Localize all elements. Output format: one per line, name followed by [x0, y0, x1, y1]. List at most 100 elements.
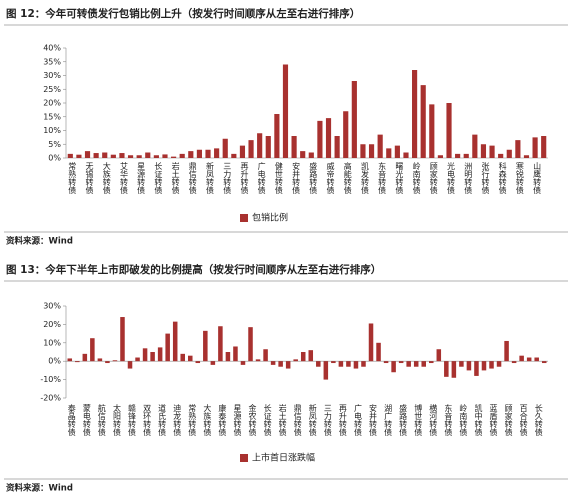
x-tick-label: 横河转债 — [429, 403, 438, 437]
bar — [285, 361, 291, 369]
bar — [105, 361, 110, 364]
bar — [451, 361, 457, 378]
bar — [180, 353, 185, 362]
bar — [496, 361, 502, 367]
bar — [316, 361, 321, 367]
bar — [403, 152, 409, 158]
x-tick-label: 长证转债 — [154, 161, 163, 195]
bar — [331, 361, 336, 364]
bar — [515, 140, 521, 158]
bar — [179, 153, 185, 158]
bar — [203, 330, 208, 362]
bar — [504, 340, 509, 362]
bar — [188, 355, 193, 362]
x-tick-label: 蒙电转债 — [82, 403, 91, 437]
x-tick-label: 东音转债 — [444, 403, 453, 437]
bar — [361, 361, 366, 367]
bar — [413, 361, 419, 367]
x-tick-label: 大族转债 — [102, 161, 111, 195]
bar — [263, 349, 268, 362]
bar — [398, 361, 404, 364]
bar — [351, 81, 357, 158]
bar — [214, 148, 220, 158]
x-tick-label: 张行转债 — [481, 162, 490, 195]
x-tick-label: 太阳转债 — [112, 403, 121, 437]
y-tick-label: 35% — [43, 57, 61, 66]
x-tick-label: 顾家转债 — [504, 404, 513, 437]
bar — [255, 359, 261, 362]
bar — [119, 153, 125, 158]
x-tick-label: 盛路转债 — [399, 403, 408, 437]
x-tick-label: 光电转债 — [447, 161, 456, 195]
bar — [420, 85, 426, 158]
bar — [205, 149, 211, 158]
x-tick-label: 顾家转债 — [429, 162, 438, 195]
bar — [231, 153, 237, 158]
x-tick-label: 寒锐转债 — [515, 161, 524, 195]
x-tick-label: 健世转债 — [274, 161, 283, 195]
bar — [368, 323, 374, 362]
bar — [429, 361, 434, 364]
y-tick-label: 20% — [43, 99, 61, 108]
bar — [248, 140, 254, 158]
bar — [523, 155, 530, 158]
bar — [391, 361, 396, 373]
bar — [112, 360, 118, 362]
bar — [265, 136, 271, 158]
y-tick-label: 40% — [43, 44, 61, 53]
x-tick-label: 大族转债 — [203, 403, 212, 437]
bar — [135, 357, 140, 362]
bar — [90, 338, 95, 362]
bar — [463, 153, 469, 158]
x-tick-label: 高能转债 — [343, 161, 352, 195]
bar — [291, 136, 297, 158]
bar — [136, 155, 142, 158]
x-tick-label: 山鹰转债 — [533, 161, 542, 195]
x-tick-label: 赣锋转债 — [128, 403, 137, 437]
bar — [446, 103, 452, 158]
bar — [519, 355, 524, 362]
x-tick-label: 安井转债 — [292, 161, 301, 195]
bar — [474, 361, 479, 376]
x-tick-label: 鼎信转债 — [188, 162, 197, 195]
x-tick-label: 威帝转债 — [326, 161, 335, 195]
y-tick-label: 25% — [43, 85, 61, 94]
bar — [225, 352, 231, 362]
x-tick-label: 双环转债 — [143, 404, 152, 437]
x-tick-label: 鼎信转债 — [293, 404, 302, 437]
bar — [76, 154, 82, 158]
y-tick-label: 0% — [48, 154, 61, 163]
legend-swatch — [240, 454, 248, 462]
bar — [120, 317, 125, 362]
bar — [334, 136, 340, 158]
bar — [383, 361, 389, 364]
bar — [222, 138, 228, 158]
bar — [429, 104, 435, 158]
y-tick-label: 0% — [48, 357, 61, 366]
bar — [110, 154, 116, 158]
bar — [466, 361, 472, 371]
x-tick-label: 再升转债 — [240, 162, 249, 195]
bar — [233, 346, 238, 362]
bar — [300, 352, 306, 362]
y-tick-label: 20% — [43, 320, 61, 329]
x-tick-label: 长证转债 — [263, 403, 272, 437]
bar — [444, 361, 449, 377]
bar — [455, 153, 461, 158]
bar — [376, 342, 381, 362]
x-tick-label: 道氏转债 — [158, 403, 167, 437]
y-tick-label: 30% — [43, 302, 61, 311]
bar — [157, 347, 163, 362]
bar — [82, 353, 88, 362]
bar — [210, 361, 216, 365]
bar — [459, 361, 464, 367]
x-tick-label: 蓝盾转债 — [489, 403, 498, 437]
x-tick-label: 博世转债 — [414, 403, 423, 437]
legend-label: 上市首日涨跌幅 — [252, 452, 315, 464]
y-tick-label: -10% — [40, 375, 61, 384]
bar — [300, 151, 306, 158]
bar — [162, 154, 168, 158]
x-tick-label: 凯中转债 — [474, 403, 483, 437]
bar — [278, 361, 283, 367]
